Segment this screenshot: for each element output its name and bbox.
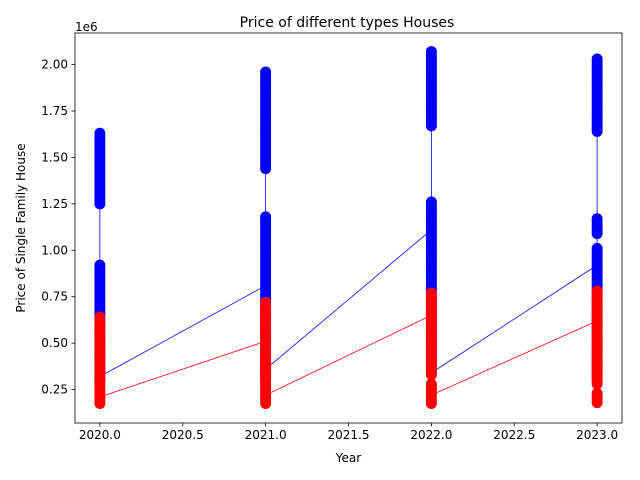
series-0-point: [591, 125, 603, 137]
x-tick-label: 2020.5: [162, 428, 204, 442]
y-axis-label: Price of Single Family House: [14, 143, 28, 312]
x-axis-ticks: 2020.0 2020.5 2021.0 2021.5 2022.0 2022.5 2023…: [79, 423, 618, 442]
series-1-points-5: [591, 285, 603, 390]
y-tick-label: 1.00: [41, 243, 68, 257]
x-axis-label: Year: [335, 451, 361, 465]
x-tick-label: 2020.0: [79, 428, 121, 442]
series-1-line-1: [265, 314, 432, 396]
y-tick-label: 1.25: [41, 197, 68, 211]
series-1-point: [94, 398, 106, 409]
series-1-point: [260, 398, 272, 409]
plot-marks: [94, 46, 603, 409]
x-tick-label: 2022.5: [493, 428, 535, 442]
series-1-point: [591, 397, 603, 409]
series-0-points-5: [425, 46, 437, 132]
series-0-point: [425, 120, 437, 132]
series-0-points-1: [94, 127, 106, 210]
series-0-point: [94, 198, 106, 210]
series-1-point: [591, 378, 603, 390]
series-0-points-8: [591, 53, 603, 137]
series-0-points-3: [260, 66, 272, 175]
series-1-points-2: [425, 378, 437, 409]
series-1-point: [425, 369, 437, 381]
y-tick-label: 0.50: [41, 336, 68, 350]
series-1-points-1: [260, 296, 272, 409]
x-tick-label: 2022.0: [410, 428, 452, 442]
series-1-line-0: [99, 340, 266, 398]
chart-title: Price of different types Houses: [240, 15, 455, 31]
series-1: [94, 285, 603, 409]
y-tick-label: 0.75: [41, 290, 68, 304]
x-tick-label: 2021.0: [245, 428, 287, 442]
series-0-line-1: [99, 285, 266, 377]
series-0-points-7: [591, 213, 603, 240]
y-axis-ticks: 0.25 0.50 0.75 1.00 1.25 1.50 1.75 2.00: [41, 58, 75, 397]
y-axis-offset-label: 1e6: [75, 20, 98, 34]
series-0-line-5: [431, 264, 598, 374]
series-1-point: [425, 398, 437, 409]
series-1-points-4: [591, 387, 603, 409]
series-0-point: [260, 163, 272, 175]
series-0-point: [591, 228, 603, 240]
series-1-points-3: [425, 287, 437, 381]
series-1-points-0: [94, 311, 106, 409]
x-tick-label: 2023.0: [576, 428, 618, 442]
series-0-line-3: [265, 229, 432, 370]
y-tick-label: 0.25: [41, 383, 68, 397]
series-1-line-2: [431, 320, 598, 396]
y-tick-label: 2.00: [41, 58, 68, 72]
y-tick-label: 1.50: [41, 150, 68, 164]
y-tick-label: 1.75: [41, 104, 68, 118]
x-tick-label: 2021.5: [328, 428, 370, 442]
